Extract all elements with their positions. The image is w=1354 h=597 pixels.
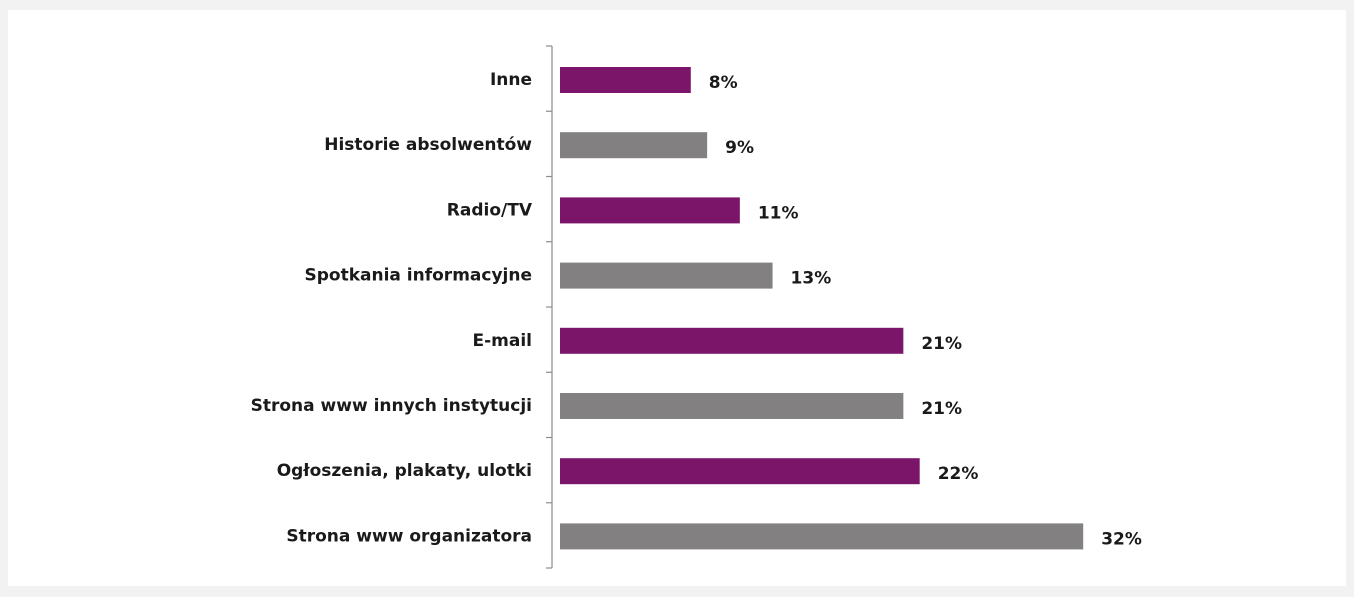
category-label: Inne xyxy=(490,70,532,90)
category-label: Historie absolwentów xyxy=(324,135,532,155)
value-label: 21% xyxy=(921,334,962,354)
category-label: Strona www organizatora xyxy=(286,526,532,546)
category-label: Strona www innych instytucji xyxy=(251,396,532,416)
value-label: 11% xyxy=(758,203,799,223)
bar xyxy=(560,197,740,224)
category-label: E-mail xyxy=(472,331,532,351)
chart-card: Inne 8% Historie absolwentów 9% Radio/TV 11% S… xyxy=(8,10,1346,586)
category-label: Ogłoszenia, plakaty, ulotki xyxy=(277,461,532,481)
axis-layer xyxy=(546,45,553,569)
bars-layer xyxy=(560,67,1084,550)
bar xyxy=(560,458,920,485)
value-label: 21% xyxy=(921,399,962,419)
value-label: 9% xyxy=(725,138,754,158)
labels-layer: Inne 8% Historie absolwentów 9% Radio/TV 11% S… xyxy=(251,70,1142,549)
value-label: 32% xyxy=(1101,529,1142,549)
bar xyxy=(560,67,691,93)
bar xyxy=(560,523,1084,550)
value-label: 22% xyxy=(938,464,979,484)
value-label: 13% xyxy=(791,269,832,289)
category-label: Radio/TV xyxy=(447,200,533,220)
bar-chart: Inne 8% Historie absolwentów 9% Radio/TV 11% S… xyxy=(251,45,1142,569)
bar xyxy=(560,132,708,159)
bar xyxy=(560,262,773,289)
category-label: Spotkania informacyjne xyxy=(304,266,532,286)
value-label: 8% xyxy=(709,73,738,93)
bar xyxy=(560,327,904,354)
bar xyxy=(560,393,904,419)
